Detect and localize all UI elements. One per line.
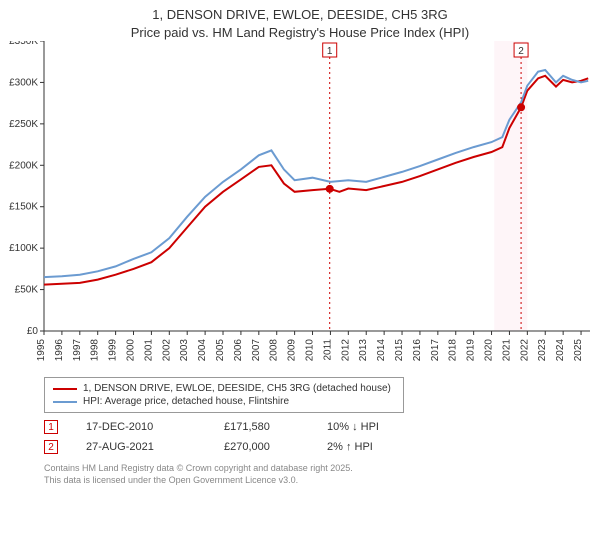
- y-tick-label: £50K: [15, 285, 39, 296]
- legend-swatch-2: [53, 401, 77, 403]
- x-tick-label: 2022: [519, 339, 530, 362]
- ref-delta-2: 2% ↑ HPI: [327, 441, 417, 453]
- x-tick-label: 2007: [251, 339, 262, 362]
- x-tick-label: 2023: [537, 339, 548, 362]
- reference-table: 1 17-DEC-2010 £171,580 10% ↓ HPI 2 27-AU…: [44, 417, 600, 457]
- x-tick-label: 2013: [358, 339, 369, 362]
- price-point: [326, 185, 334, 193]
- x-tick-label: 2009: [287, 339, 298, 362]
- x-tick-label: 1997: [72, 339, 83, 362]
- event-marker-label: 1: [327, 46, 333, 57]
- y-tick-label: £300K: [9, 78, 38, 89]
- x-tick-label: 1999: [108, 339, 119, 362]
- x-tick-label: 2017: [430, 339, 441, 362]
- ref-price-2: £270,000: [224, 441, 299, 453]
- x-tick-label: 1995: [36, 339, 47, 362]
- x-tick-label: 2002: [161, 339, 172, 362]
- x-tick-label: 2010: [305, 339, 316, 362]
- x-tick-label: 2016: [412, 339, 423, 362]
- ref-marker-2: 2: [44, 440, 58, 454]
- x-tick-label: 2012: [340, 339, 351, 362]
- legend-swatch-1: [53, 388, 77, 390]
- title-line-1: 1, DENSON DRIVE, EWLOE, DEESIDE, CH5 3RG: [0, 6, 600, 24]
- legend-label-1: 1, DENSON DRIVE, EWLOE, DEESIDE, CH5 3RG…: [83, 383, 391, 394]
- x-tick-label: 1998: [90, 339, 101, 362]
- y-tick-label: £100K: [9, 243, 38, 254]
- x-tick-label: 2018: [448, 339, 459, 362]
- x-tick-label: 2001: [143, 339, 154, 362]
- legend-label-2: HPI: Average price, detached house, Flin…: [83, 396, 289, 407]
- ref-date-2: 27-AUG-2021: [86, 441, 196, 453]
- x-tick-label: 2019: [466, 339, 477, 362]
- x-tick-label: 2025: [573, 339, 584, 362]
- title-line-2: Price paid vs. HM Land Registry's House …: [0, 24, 600, 42]
- event-marker-label: 2: [518, 46, 524, 57]
- x-tick-label: 2015: [394, 339, 405, 362]
- x-tick-label: 2006: [233, 339, 244, 362]
- ref-date-1: 17-DEC-2010: [86, 421, 196, 433]
- y-tick-label: £350K: [9, 41, 38, 47]
- ref-price-1: £171,580: [224, 421, 299, 433]
- ref-row-2: 2 27-AUG-2021 £270,000 2% ↑ HPI: [44, 437, 600, 457]
- ref-row-1: 1 17-DEC-2010 £171,580 10% ↓ HPI: [44, 417, 600, 437]
- x-tick-label: 2014: [376, 339, 387, 362]
- x-tick-label: 2011: [322, 339, 333, 361]
- legend-item-1: 1, DENSON DRIVE, EWLOE, DEESIDE, CH5 3RG…: [53, 382, 395, 395]
- x-tick-label: 2004: [197, 339, 208, 362]
- x-tick-label: 2020: [484, 339, 495, 362]
- y-tick-label: £150K: [9, 202, 38, 213]
- price-chart: £0 £50K £100K £150K £200K £250K £300K £350K 1995…: [0, 41, 600, 371]
- shaded-region: [494, 41, 527, 331]
- x-tick-label: 2000: [126, 339, 137, 362]
- y-tick-label: £0: [27, 326, 39, 337]
- ref-marker-1: 1: [44, 420, 58, 434]
- y-tick-label: £250K: [9, 119, 38, 130]
- price-point: [517, 103, 525, 111]
- x-tick-label: 2008: [269, 339, 280, 362]
- x-tick-label: 2005: [215, 339, 226, 362]
- footnote: Contains HM Land Registry data © Crown c…: [44, 463, 564, 486]
- footnote-line-1: Contains HM Land Registry data © Crown c…: [44, 463, 353, 473]
- chart-title: 1, DENSON DRIVE, EWLOE, DEESIDE, CH5 3RG…: [0, 0, 600, 41]
- footnote-line-2: This data is licensed under the Open Gov…: [44, 475, 298, 485]
- y-tick-label: £200K: [9, 160, 38, 171]
- legend: 1, DENSON DRIVE, EWLOE, DEESIDE, CH5 3RG…: [44, 377, 404, 413]
- legend-item-2: HPI: Average price, detached house, Flin…: [53, 395, 395, 408]
- x-tick-label: 2021: [501, 339, 512, 362]
- x-tick-label: 2024: [555, 339, 566, 362]
- ref-delta-1: 10% ↓ HPI: [327, 421, 417, 433]
- x-tick-label: 1996: [54, 339, 65, 362]
- x-tick-label: 2003: [179, 339, 190, 362]
